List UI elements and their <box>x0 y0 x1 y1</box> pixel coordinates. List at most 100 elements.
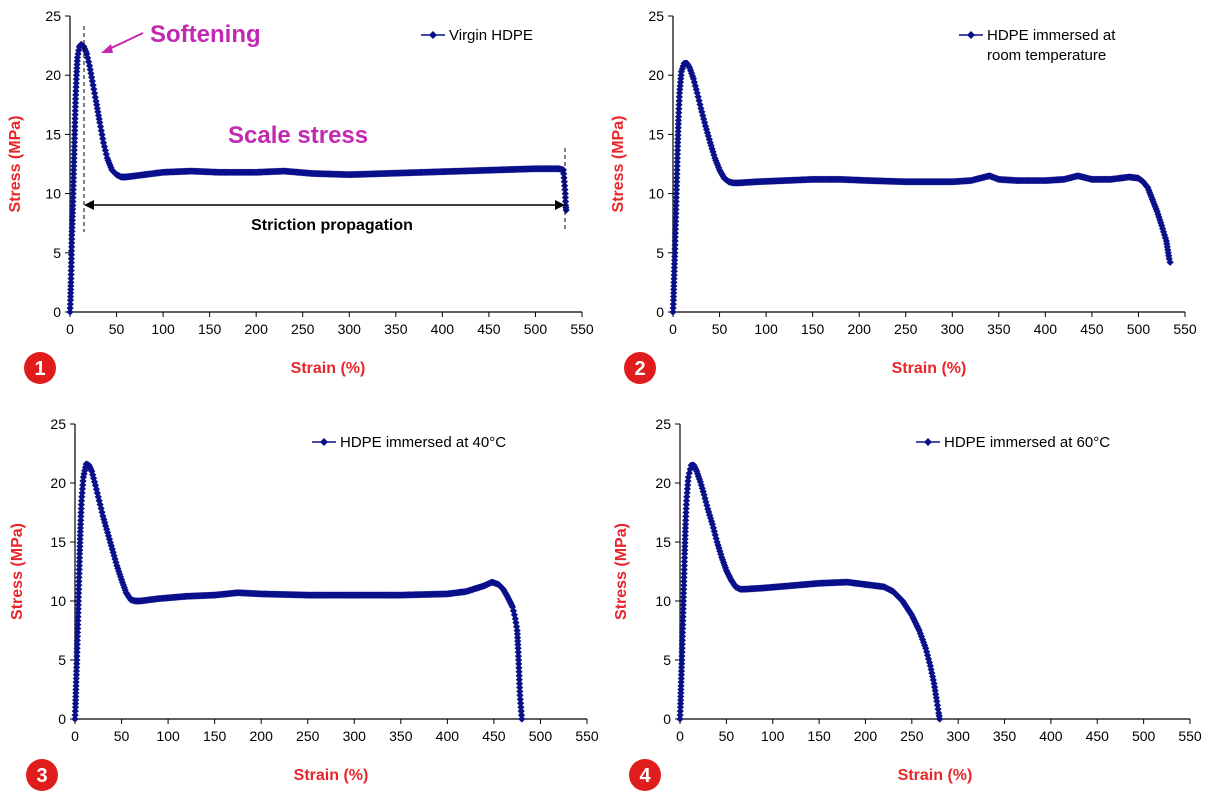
data-point <box>73 652 81 660</box>
x-tick-label: 200 <box>854 728 878 744</box>
data-point <box>715 544 723 552</box>
data-point <box>717 550 725 558</box>
data-point <box>933 701 942 709</box>
data-point <box>681 531 689 539</box>
y-axis-title: Stress (MPa) <box>613 523 630 620</box>
y-tick-label: 20 <box>655 475 671 491</box>
data-point <box>678 632 687 640</box>
data-point <box>923 648 931 656</box>
data-point <box>72 79 80 87</box>
data-point <box>679 621 687 629</box>
data-point <box>71 715 79 723</box>
data-point <box>70 158 78 166</box>
data-point <box>675 105 683 113</box>
data-point <box>103 528 112 537</box>
x-tick-label: 100 <box>156 728 180 744</box>
x-tick-label: 500 <box>529 728 553 744</box>
data-point <box>699 111 707 120</box>
data-point <box>70 170 78 178</box>
data-point <box>67 282 75 290</box>
legend-marker <box>967 31 975 39</box>
data-point <box>67 251 76 259</box>
data-point <box>684 477 692 485</box>
data-point <box>681 546 689 554</box>
panel-number-label: 1 <box>34 358 45 380</box>
x-tick-label: 550 <box>575 728 599 744</box>
data-point <box>72 674 80 683</box>
data-point <box>66 304 74 312</box>
data-point <box>676 700 685 708</box>
data-point <box>671 221 680 229</box>
x-tick-label: 550 <box>570 321 594 337</box>
data-point <box>67 263 75 271</box>
data-point <box>113 562 121 570</box>
data-point <box>675 109 683 117</box>
striction-arrow-left-head <box>84 200 94 210</box>
y-tick-label: 5 <box>656 245 664 261</box>
data-point <box>680 581 688 589</box>
x-tick-label: 550 <box>1173 321 1197 337</box>
x-tick-label: 300 <box>941 321 965 337</box>
x-tick-label: 450 <box>1086 728 1110 744</box>
data-point <box>673 178 681 186</box>
data-point <box>106 538 114 547</box>
data-point <box>514 644 522 652</box>
data-point <box>78 485 87 493</box>
x-tick-label: 500 <box>1132 728 1156 744</box>
panel-number-badge <box>624 352 656 384</box>
data-point <box>67 278 75 286</box>
data-point <box>71 130 79 138</box>
data-point <box>73 632 82 640</box>
data-point <box>1157 219 1165 227</box>
data-point <box>680 565 688 574</box>
data-point <box>679 597 687 605</box>
data-point <box>675 89 684 97</box>
data-point <box>679 593 688 601</box>
data-point <box>1159 225 1167 233</box>
data-point <box>562 206 570 214</box>
data-point <box>679 605 687 613</box>
data-point <box>515 664 523 672</box>
data-point <box>675 97 683 105</box>
data-point <box>73 660 81 668</box>
data-point <box>75 573 83 581</box>
data-point <box>512 622 521 631</box>
data-point <box>676 703 685 711</box>
x-tick-label: 400 <box>431 321 455 337</box>
series-line <box>672 62 1171 313</box>
x-tick-label: 0 <box>66 321 74 337</box>
legend-marker <box>924 438 932 446</box>
data-point <box>689 75 698 83</box>
data-point <box>71 115 79 123</box>
x-tick-label: 100 <box>754 321 778 337</box>
data-point <box>675 93 683 101</box>
data-point <box>921 641 929 649</box>
scale-stress-annotation: Scale stress <box>228 122 368 149</box>
data-point <box>73 57 81 65</box>
data-point <box>79 481 87 489</box>
data-point <box>1158 221 1166 230</box>
data-point <box>72 87 80 95</box>
data-point <box>676 715 684 723</box>
legend-label: HDPE immersed at 60°C <box>944 434 1110 451</box>
data-point <box>698 484 706 492</box>
data-point <box>75 554 84 562</box>
data-point <box>88 467 96 475</box>
data-point <box>669 293 678 301</box>
x-axis-title: Strain (%) <box>294 767 369 784</box>
data-point <box>710 527 718 535</box>
data-point <box>679 624 687 633</box>
data-point <box>678 636 686 644</box>
data-point <box>678 628 687 637</box>
data-point <box>71 703 80 711</box>
data-point <box>103 525 111 533</box>
x-tick-label: 50 <box>719 728 735 744</box>
data-point <box>514 656 523 664</box>
data-point <box>676 85 684 94</box>
x-tick-label: 200 <box>848 321 872 337</box>
x-tick-label: 350 <box>987 321 1011 337</box>
data-point <box>680 562 688 570</box>
x-tick-label: 0 <box>71 728 79 744</box>
data-point <box>70 138 79 146</box>
